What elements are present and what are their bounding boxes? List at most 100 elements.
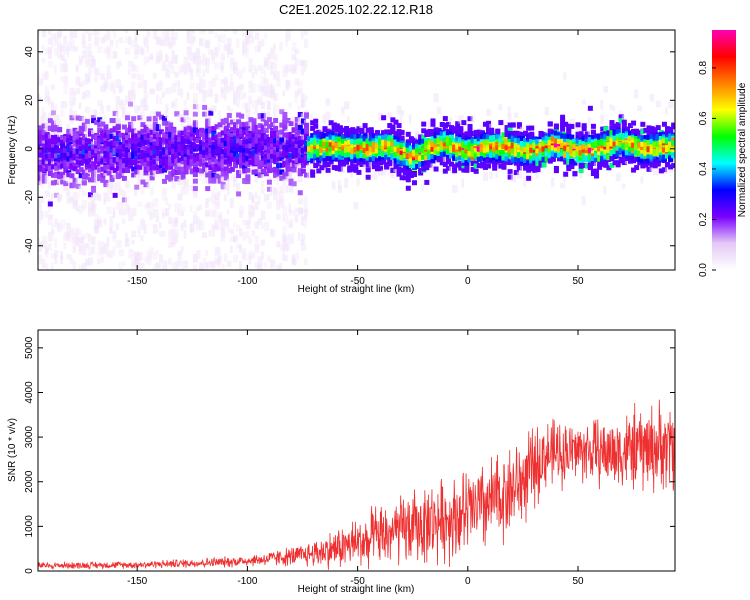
spectrogram-cell [387, 135, 393, 141]
spectrogram-cell [84, 151, 90, 157]
spectrogram-cell [331, 140, 337, 146]
spectrogram-cell [112, 85, 116, 96]
spectrogram-cell [405, 147, 411, 153]
spectrogram-cell [473, 163, 479, 169]
spectrogram-cell [192, 153, 198, 159]
spectrogram-cell [405, 177, 411, 183]
spectrogram-cell [137, 201, 143, 207]
spectrogram-cell [433, 166, 439, 172]
spectrogram-cell [220, 130, 226, 136]
spectrogram-cell [168, 163, 174, 169]
spectrogram-cell [266, 90, 271, 98]
spectrogram-cell [171, 171, 177, 177]
spectrogram-cell [44, 153, 50, 159]
spectrogram-cell [470, 143, 476, 149]
spectrogram-cell [168, 160, 174, 166]
spectrogram-cell [236, 134, 242, 140]
spectrogram-cell [257, 166, 262, 173]
spectrogram-cell [140, 262, 145, 269]
spectrogram-cell [152, 128, 158, 135]
spectrogram-cell [180, 136, 186, 142]
spectrogram-cell [75, 131, 81, 137]
spectrogram-cell [183, 144, 189, 150]
spectrogram-cell [384, 162, 390, 168]
spectrogram-cell [300, 135, 305, 141]
spectrogram-cell [41, 136, 47, 146]
spectrogram-cell [408, 152, 414, 158]
spectrogram-cell [334, 133, 340, 139]
spectrogram-cell [387, 158, 393, 164]
spectrogram-cell [217, 215, 223, 223]
spectrogram-cell [242, 148, 248, 154]
spectrogram-cell [189, 31, 194, 40]
spectrogram-cell [316, 168, 322, 174]
spectrogram-cell [461, 163, 467, 169]
spectrogram-cell [66, 46, 71, 52]
spectrogram-cell [254, 235, 259, 242]
spectrogram-cell [297, 111, 303, 117]
spectrogram-cell [273, 193, 278, 201]
spectrogram-cell [251, 83, 257, 93]
spectrogram-cell [140, 235, 144, 242]
spectrogram-cell [50, 180, 56, 186]
spectrogram-cell [291, 53, 297, 61]
spectrogram-cell [214, 148, 220, 154]
spectrogram-cell [223, 218, 230, 228]
spectrogram-cell [211, 224, 217, 231]
spectrogram-cell [251, 64, 257, 70]
spectrogram-cell [291, 65, 297, 72]
spectrogram-cell [291, 139, 297, 145]
spectrogram-cell [470, 141, 476, 147]
spectrogram-cell [223, 117, 229, 123]
spectrogram-cell [316, 144, 322, 150]
spectrogram-cell [115, 145, 121, 151]
spectrogram-cell [97, 117, 103, 123]
spectrogram-cell [381, 135, 387, 141]
spectrogram-cell [171, 228, 176, 235]
spectrogram-cell [297, 231, 301, 241]
spectrogram-cell [115, 139, 121, 145]
spectrogram-cell [57, 159, 63, 165]
spectrogram-cell [232, 235, 239, 242]
spectrogram-cell [362, 139, 368, 145]
spectrogram-cell [87, 145, 93, 151]
spectrogram-cell [421, 135, 427, 141]
spectrogram-cell [174, 71, 179, 78]
spectrogram-cell [266, 186, 272, 192]
spectrogram-cell [214, 161, 220, 167]
spectrogram-cell [47, 147, 53, 153]
spectrogram-cell [97, 122, 103, 128]
spectrogram-cell [168, 146, 174, 152]
spectrogram-cells [38, 30, 675, 270]
spectrogram-cell [183, 219, 187, 228]
spectrogram-cell [124, 180, 130, 189]
spectrogram-cell [54, 103, 58, 111]
spectrogram-cell [183, 185, 189, 195]
spectrogram-cell [171, 144, 177, 150]
spectrogram-cell [112, 111, 118, 117]
spectrogram-cell [405, 142, 411, 148]
spectrogram-cell [467, 145, 473, 151]
spectrogram-cell [442, 116, 448, 122]
spectrogram-cell [257, 65, 261, 72]
spectrogram-cell [112, 246, 116, 256]
spectrogram-cell [340, 166, 346, 173]
spectrogram-cell [486, 122, 492, 128]
spectrogram-cell [66, 231, 70, 242]
spectrogram-cell [226, 209, 230, 215]
spectrogram-cell [103, 77, 109, 84]
spectrogram-cell [381, 115, 387, 121]
spectrogram-cell [239, 139, 245, 145]
spectrogram-cell [171, 154, 177, 160]
spectrogram-cell [310, 120, 316, 126]
spectrogram-cell [285, 40, 289, 47]
spectrogram-cell [60, 256, 64, 264]
spectrogram-cell [331, 149, 337, 155]
spectrogram-cell [189, 169, 195, 175]
spectrogram-cell [433, 131, 439, 137]
spectrogram-cell [303, 95, 308, 101]
spectrogram-cell [396, 148, 402, 154]
spectrogram-cell [97, 70, 101, 77]
spectrogram-cell [54, 124, 60, 130]
spectrogram-cell [408, 169, 414, 175]
